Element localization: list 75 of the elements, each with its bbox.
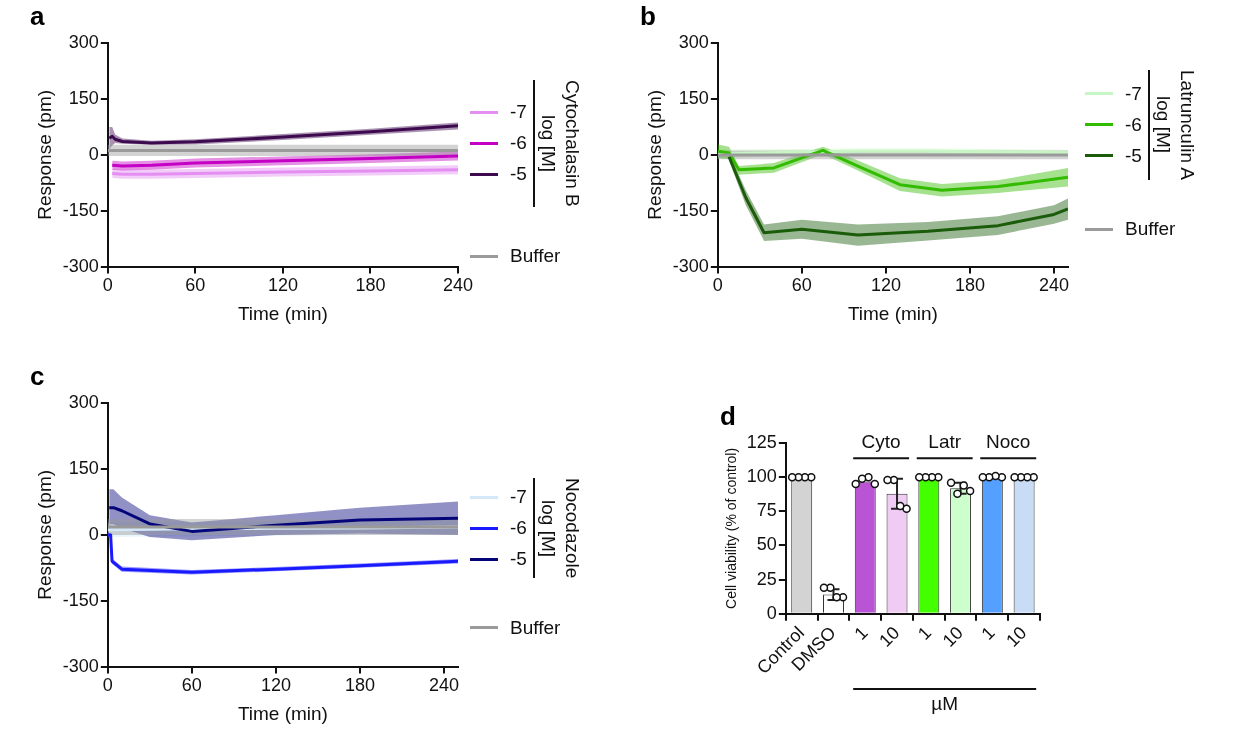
y-tick-label: -150 bbox=[62, 589, 99, 610]
x-tick-label: 0 bbox=[102, 275, 113, 296]
legend-label: -7 bbox=[510, 486, 527, 509]
text: µM bbox=[931, 692, 959, 714]
legend-label: -7 bbox=[510, 101, 527, 124]
y-axis-title: Cell viability (% of control) bbox=[723, 447, 740, 609]
x-tick-label: 60 bbox=[791, 275, 812, 296]
legend-title: Cytochalasin B bbox=[560, 80, 583, 207]
x-tick-label: 0 bbox=[102, 675, 113, 696]
y-axis-title: Response (pm) bbox=[643, 89, 665, 220]
annotation: Cyto bbox=[861, 430, 901, 452]
text: log [M] bbox=[536, 113, 559, 174]
text: log [M] bbox=[1151, 95, 1174, 156]
x-axis-title: Time (min) bbox=[237, 702, 328, 724]
legend-label: -5 bbox=[1125, 144, 1142, 167]
x-tick-label: 1 bbox=[977, 622, 999, 644]
legend-label: Buffer bbox=[1125, 218, 1176, 241]
x-tick-label: 10 bbox=[875, 622, 904, 651]
y-axis-title: Response (pm) bbox=[33, 89, 55, 220]
x-tick-label: 120 bbox=[260, 675, 291, 696]
legend-title: Nocodazole bbox=[560, 478, 583, 579]
x-tick-label: 10 bbox=[938, 622, 967, 651]
legend-label: -6 bbox=[510, 517, 527, 540]
y-tick-label: -150 bbox=[62, 199, 99, 220]
y-tick-label: -150 bbox=[672, 199, 709, 220]
x-tick-label: 180 bbox=[344, 675, 375, 696]
y-tick-label: 75 bbox=[756, 500, 777, 521]
y-tick-label: 150 bbox=[68, 88, 99, 109]
legend-label: -5 bbox=[510, 163, 527, 186]
annotation: Noco bbox=[986, 430, 1031, 452]
x-tick-label: 1 bbox=[850, 622, 872, 644]
y-tick-label: -300 bbox=[672, 255, 709, 276]
legend-label: Buffer bbox=[510, 245, 561, 268]
x-tick-label: 180 bbox=[355, 275, 386, 296]
y-tick-label: 0 bbox=[88, 523, 99, 544]
y-tick-label: 0 bbox=[88, 143, 99, 164]
x-tick-label: 240 bbox=[442, 275, 474, 296]
y-tick-label: 0 bbox=[766, 602, 777, 623]
x-axis-title: Time (min) bbox=[237, 302, 328, 324]
chart-title: a bbox=[30, 0, 45, 31]
legend-label: -6 bbox=[1125, 113, 1142, 136]
y-tick-label: -300 bbox=[62, 255, 99, 276]
y-tick-label: 300 bbox=[68, 392, 99, 413]
y-tick-label: 300 bbox=[68, 32, 99, 53]
y-tick-label: 300 bbox=[678, 32, 709, 53]
legend-label: Buffer bbox=[510, 616, 561, 639]
x-tick-label: 120 bbox=[267, 275, 298, 296]
y-tick-label: 50 bbox=[756, 534, 777, 555]
chart-title: d bbox=[720, 400, 736, 431]
legend-label: -7 bbox=[1125, 82, 1142, 105]
x-tick-label: 0 bbox=[712, 275, 723, 296]
x-axis-title: Time (min) bbox=[847, 302, 938, 324]
x-tick-label: 10 bbox=[1002, 622, 1031, 651]
chart-title: c bbox=[30, 360, 45, 391]
y-tick-label: -300 bbox=[62, 655, 99, 676]
y-axis-title: Response (pm) bbox=[33, 469, 55, 600]
y-tick-label: 125 bbox=[746, 432, 777, 453]
y-tick-label: 150 bbox=[68, 458, 99, 479]
x-tick-label: 60 bbox=[181, 675, 202, 696]
legend-title: Latrunculin A bbox=[1175, 70, 1198, 180]
x-tick-label: 180 bbox=[954, 275, 985, 296]
text: log [M] bbox=[536, 498, 559, 559]
legend-label: -6 bbox=[510, 132, 527, 155]
y-tick-label: 25 bbox=[756, 568, 777, 589]
y-tick-label: 0 bbox=[698, 143, 709, 164]
x-tick-label: 240 bbox=[428, 675, 460, 696]
x-tick-label: 120 bbox=[870, 275, 901, 296]
y-tick-label: 100 bbox=[746, 466, 777, 487]
annotation: Latr bbox=[928, 430, 962, 452]
x-tick-label: 240 bbox=[1038, 275, 1070, 296]
legend-label: -5 bbox=[510, 548, 527, 571]
chart-title: b bbox=[640, 0, 656, 31]
x-tick-label: 60 bbox=[185, 275, 206, 296]
y-tick-label: 150 bbox=[678, 88, 709, 109]
x-tick-label: 1 bbox=[913, 622, 936, 644]
